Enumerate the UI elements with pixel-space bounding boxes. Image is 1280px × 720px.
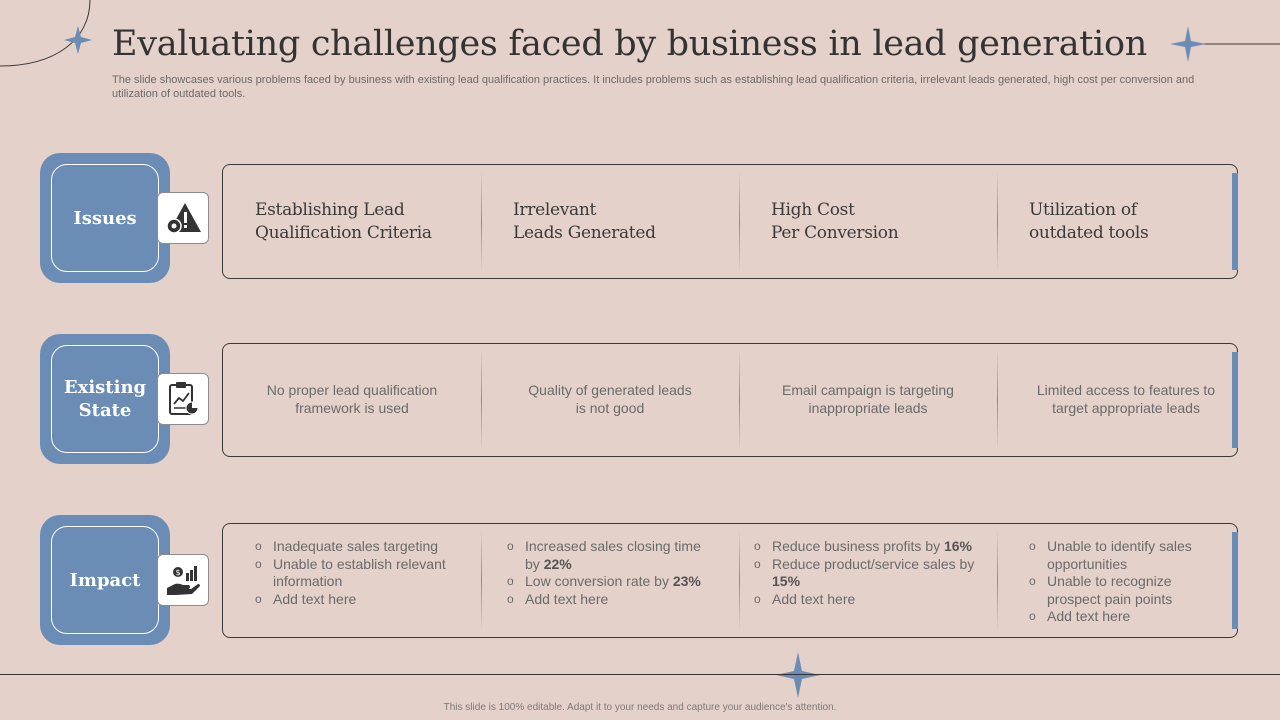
impact-panel: Inadequate sales targeting Unable to est… bbox=[222, 523, 1238, 638]
state-col: Quality of generated leads is not good bbox=[481, 344, 739, 456]
existing-state-panel: No proper lead qualification framework is… bbox=[222, 343, 1238, 457]
issue-col: Utilization of outdated tools bbox=[997, 165, 1255, 278]
state-col: Email campaign is targeting inappropriate… bbox=[739, 344, 997, 456]
list-item: Unable to identify sales opportunities bbox=[1029, 538, 1214, 573]
list-item: Unable to establish relevant information bbox=[255, 556, 470, 591]
state-text: Quality of generated leads is not good bbox=[528, 382, 692, 416]
issues-icon-box bbox=[157, 192, 209, 244]
impact-list: Inadequate sales targeting Unable to est… bbox=[255, 538, 470, 608]
existing-state-icon-box bbox=[157, 373, 209, 425]
sparkle-icon bbox=[64, 26, 92, 54]
issue-col: High Cost Per Conversion bbox=[739, 165, 997, 278]
footer-note: This slide is 100% editable. Adapt it to… bbox=[443, 702, 837, 713]
state-col: No proper lead qualification framework is… bbox=[223, 344, 481, 456]
impact-icon-box: $ bbox=[157, 554, 209, 606]
impact-label-box: Impact bbox=[40, 515, 170, 645]
hand-money-icon: $ bbox=[167, 566, 200, 595]
issue-title: Irrelevant Leads Generated bbox=[513, 200, 656, 243]
state-text: Limited access to features to target appr… bbox=[1036, 382, 1216, 416]
impact-list: Reduce business profits by 16% Reduce pr… bbox=[754, 538, 986, 608]
existing-state-label: Existing State bbox=[51, 345, 159, 453]
list-item: Reduce business profits by 16% bbox=[754, 538, 986, 556]
panel-accent-bar bbox=[1232, 532, 1238, 629]
list-item: Unable to recognize prospect pain points bbox=[1029, 573, 1214, 608]
existing-state-label-box: Existing State bbox=[40, 334, 170, 464]
column-divider bbox=[481, 350, 482, 450]
column-divider bbox=[997, 171, 998, 272]
impact-label: Impact bbox=[51, 526, 159, 634]
list-item: Add text here bbox=[754, 591, 986, 609]
list-item: Reduce product/service sales by 15% bbox=[754, 556, 986, 591]
impact-list: Increased sales closing time by 22% Low … bbox=[507, 538, 717, 608]
list-item: Add text here bbox=[1029, 608, 1214, 626]
issues-panel: Establishing Lead Qualification Criteria … bbox=[222, 164, 1238, 279]
corner-arc bbox=[0, 0, 91, 67]
list-item: Inadequate sales targeting bbox=[255, 538, 470, 556]
column-divider bbox=[739, 350, 740, 450]
column-divider bbox=[997, 350, 998, 450]
sparkle-icon bbox=[776, 652, 820, 698]
issue-title: Establishing Lead Qualification Criteria bbox=[255, 200, 432, 243]
list-item: Increased sales closing time by 22% bbox=[507, 538, 717, 573]
clipboard-chart-icon bbox=[169, 382, 199, 415]
issues-label-box: Issues bbox=[40, 153, 170, 283]
state-text: Email campaign is targeting inappropriate… bbox=[782, 382, 954, 416]
impact-list: Unable to identify sales opportunities U… bbox=[1029, 538, 1214, 626]
list-item: Add text here bbox=[255, 591, 470, 609]
issue-title: Utilization of outdated tools bbox=[1029, 200, 1149, 243]
issue-col: Establishing Lead Qualification Criteria bbox=[223, 165, 481, 278]
issues-label: Issues bbox=[51, 164, 159, 272]
panel-accent-bar bbox=[1232, 352, 1238, 448]
column-divider bbox=[739, 171, 740, 272]
list-item: Add text here bbox=[507, 591, 717, 609]
column-divider bbox=[481, 530, 482, 631]
page-subtitle: The slide showcases various problems fac… bbox=[112, 74, 1195, 100]
warning-gear-icon bbox=[166, 203, 201, 234]
column-divider bbox=[481, 171, 482, 272]
column-divider bbox=[997, 530, 998, 631]
issue-col: Irrelevant Leads Generated bbox=[481, 165, 739, 278]
sparkle-icon bbox=[1170, 26, 1206, 62]
bottom-divider-line bbox=[0, 674, 1280, 675]
panel-accent-bar bbox=[1232, 173, 1238, 270]
column-divider bbox=[739, 530, 740, 631]
state-col: Limited access to features to target appr… bbox=[997, 344, 1255, 456]
state-text: No proper lead qualification framework is… bbox=[266, 382, 438, 416]
page-title: Evaluating challenges faced by business … bbox=[112, 24, 1147, 64]
issue-title: High Cost Per Conversion bbox=[771, 200, 899, 243]
svg-text:$: $ bbox=[175, 568, 180, 577]
list-item: Low conversion rate by 23% bbox=[507, 573, 717, 591]
